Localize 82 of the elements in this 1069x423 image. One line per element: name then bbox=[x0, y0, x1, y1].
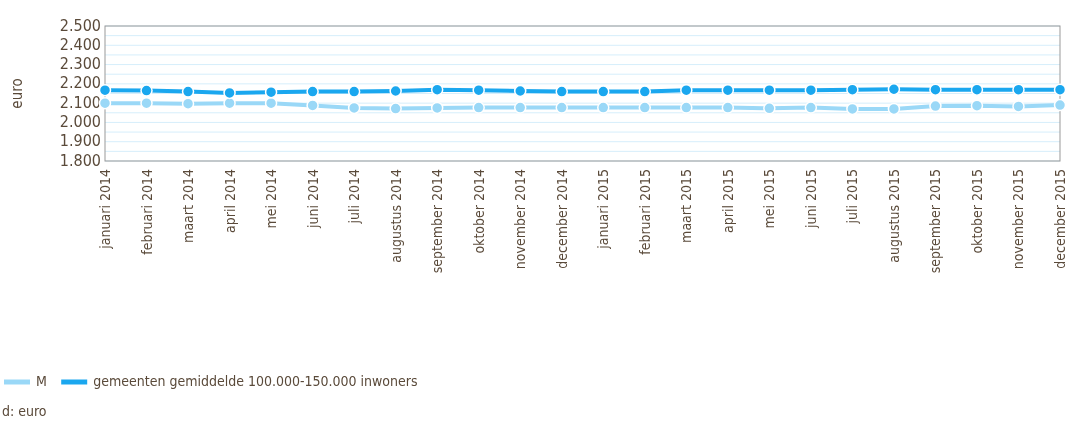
point bbox=[1012, 100, 1025, 113]
point bbox=[264, 85, 278, 99]
y-tick-label: 2.100 bbox=[59, 92, 101, 112]
x-tick-label: september 2014 bbox=[429, 169, 446, 274]
point bbox=[680, 101, 693, 114]
point bbox=[264, 96, 278, 110]
x-tick-label: juni 2014 bbox=[304, 169, 321, 230]
point bbox=[804, 101, 818, 114]
x-tick-label: april 2014 bbox=[221, 169, 238, 233]
point bbox=[181, 97, 195, 110]
point bbox=[804, 83, 818, 97]
point bbox=[306, 99, 319, 112]
x-tick-label: februari 2014 bbox=[138, 169, 155, 255]
x-tick-label: april 2015 bbox=[719, 169, 736, 233]
point bbox=[680, 83, 693, 97]
point bbox=[430, 101, 444, 115]
point bbox=[846, 102, 859, 116]
point bbox=[389, 84, 402, 98]
point bbox=[638, 101, 652, 114]
point bbox=[223, 86, 236, 100]
x-tick-label: oktober 2015 bbox=[968, 169, 985, 254]
point bbox=[140, 96, 153, 110]
point bbox=[597, 101, 610, 114]
text: d: euro bbox=[2, 403, 47, 419]
x-tick-label: mei 2015 bbox=[761, 169, 778, 229]
point bbox=[846, 83, 859, 96]
x-tick-label: januari 2015 bbox=[595, 169, 612, 250]
point bbox=[763, 102, 776, 115]
y-axis-title: euro bbox=[8, 78, 26, 109]
y-tick-label: 2.400 bbox=[59, 34, 101, 54]
y-tick-label: 2.200 bbox=[59, 73, 101, 93]
point bbox=[638, 85, 652, 98]
point bbox=[970, 99, 984, 112]
point bbox=[472, 101, 485, 114]
point bbox=[721, 101, 735, 114]
point bbox=[181, 85, 195, 98]
x-tick-label: januari 2014 bbox=[97, 169, 113, 250]
point bbox=[140, 84, 153, 97]
point bbox=[306, 85, 319, 98]
point bbox=[472, 83, 485, 97]
x-tick-label: augustus 2015 bbox=[885, 169, 902, 263]
point bbox=[513, 101, 527, 114]
point bbox=[347, 101, 361, 115]
y-tick-label: 1.900 bbox=[59, 131, 101, 151]
point bbox=[929, 83, 942, 96]
point bbox=[887, 102, 901, 116]
point bbox=[389, 102, 402, 115]
point bbox=[1053, 83, 1067, 96]
point bbox=[597, 85, 610, 98]
point bbox=[555, 101, 568, 114]
y-tick-label: 2.000 bbox=[59, 111, 101, 131]
legend-label: M bbox=[36, 373, 47, 389]
y-tick-label: 2.300 bbox=[59, 54, 101, 74]
y-tick-label: 2.500 bbox=[59, 15, 101, 35]
point bbox=[430, 83, 444, 96]
x-tick-label: juli 2014 bbox=[346, 169, 363, 225]
x-tick-label: december 2014 bbox=[553, 169, 570, 269]
x-tick-label: maart 2014 bbox=[180, 169, 197, 243]
legend-label: gemeenten gemiddelde 100.000-150.000 inwoners bbox=[93, 373, 418, 389]
point bbox=[98, 83, 112, 97]
point bbox=[970, 83, 984, 96]
point bbox=[721, 83, 735, 97]
x-tick-label: februari 2015 bbox=[636, 169, 653, 255]
x-tick-label: juni 2015 bbox=[802, 169, 819, 230]
x-tick-label: oktober 2014 bbox=[470, 169, 487, 254]
x-tick-label: november 2015 bbox=[1010, 169, 1027, 270]
x-tick-label: november 2014 bbox=[512, 169, 529, 270]
point bbox=[347, 85, 361, 98]
x-tick-label: mei 2014 bbox=[263, 169, 280, 229]
y-tick-label: 1.800 bbox=[59, 150, 101, 170]
point bbox=[929, 99, 942, 113]
x-tick-label: augustus 2014 bbox=[387, 169, 404, 263]
point bbox=[1053, 98, 1067, 112]
x-tick-label: maart 2015 bbox=[678, 169, 695, 243]
point bbox=[763, 83, 776, 97]
point bbox=[513, 84, 527, 98]
x-tick-label: december 2015 bbox=[1052, 169, 1068, 269]
point bbox=[555, 85, 568, 98]
point bbox=[887, 83, 901, 96]
x-tick-label: september 2015 bbox=[927, 169, 944, 274]
x-tick-label: juli 2015 bbox=[844, 169, 861, 225]
point bbox=[1012, 83, 1025, 96]
